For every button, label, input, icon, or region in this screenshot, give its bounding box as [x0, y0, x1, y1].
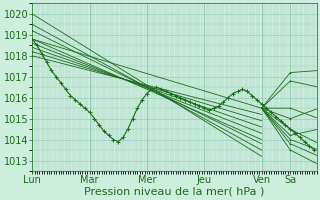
X-axis label: Pression niveau de la mer( hPa ): Pression niveau de la mer( hPa ): [84, 187, 265, 197]
